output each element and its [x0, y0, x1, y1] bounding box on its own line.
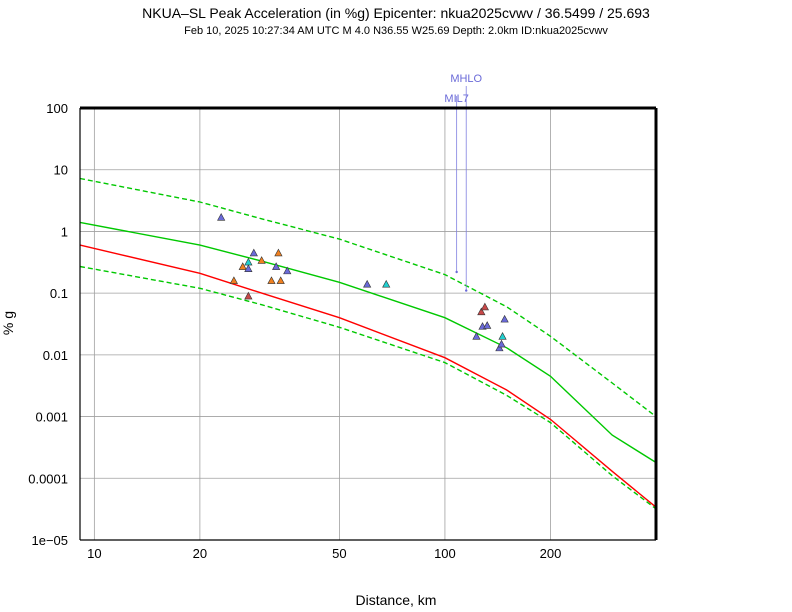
curve-median: [79, 221, 657, 464]
x-axis-label: Distance, km: [355, 592, 437, 608]
station-marker: [497, 339, 506, 348]
y-tick-label: 0.1: [50, 286, 68, 301]
station-marker: [274, 248, 283, 257]
station-marker: [229, 276, 238, 284]
station-marker: [257, 256, 266, 264]
y-tick-label: 10: [54, 163, 68, 178]
station-marker: [472, 332, 481, 340]
x-tick-label: 100: [434, 546, 456, 561]
annotation-marker: [465, 289, 468, 292]
y-tick-labels: 100 10 1 0.1 0.01 0.001 0.0001 1e−05: [28, 101, 68, 548]
y-axis-label: % g: [0, 310, 16, 336]
y-tick-label: 0.001: [35, 410, 68, 425]
x-tick-label: 10: [87, 546, 101, 561]
station-marker: [363, 279, 372, 288]
chart-title: NKUA–SL Peak Acceleration (in %g) Epicen…: [142, 5, 650, 21]
station-marker: [477, 307, 486, 316]
curve-lower: [79, 265, 657, 510]
annotation-label: MIL7: [444, 93, 468, 105]
station-marker: [498, 332, 507, 340]
x-tick-labels: 10 20 50 100 200: [87, 546, 561, 561]
x-tick-label: 50: [332, 546, 346, 561]
annotation-label: MHLO: [450, 73, 482, 85]
curve-upper: [79, 177, 657, 418]
station-marker: [238, 262, 247, 270]
station-markers: [217, 212, 509, 352]
x-tick-label: 200: [540, 546, 562, 561]
y-tick-label: 1e−05: [31, 533, 68, 548]
plot-frame: [79, 106, 658, 541]
station-marker: [276, 276, 285, 284]
station-marker: [500, 314, 509, 323]
station-marker: [244, 291, 253, 300]
station-annotations: MIL7 MHLO: [444, 73, 483, 292]
curves: [79, 177, 657, 510]
station-marker: [217, 212, 226, 221]
station-marker: [495, 343, 504, 352]
annotation-marker: [455, 270, 458, 274]
curve-other: [79, 244, 657, 508]
x-tick-label: 20: [193, 546, 207, 561]
station-marker: [382, 279, 391, 288]
chart-subtitle: Feb 10, 2025 10:27:34 AM UTC M 4.0 N36.5…: [184, 25, 608, 37]
station-marker: [244, 264, 253, 272]
y-tick-label: 100: [46, 101, 68, 116]
station-marker: [283, 266, 292, 275]
station-marker: [272, 262, 281, 270]
station-marker: [483, 321, 492, 329]
y-tick-label: 0.0001: [28, 471, 68, 486]
y-tick-label: 1: [61, 224, 68, 239]
station-marker: [249, 248, 258, 257]
station-marker: [267, 276, 276, 284]
plot-background: [80, 108, 656, 540]
station-marker: [480, 302, 489, 311]
y-tick-label: 0.01: [43, 348, 68, 363]
